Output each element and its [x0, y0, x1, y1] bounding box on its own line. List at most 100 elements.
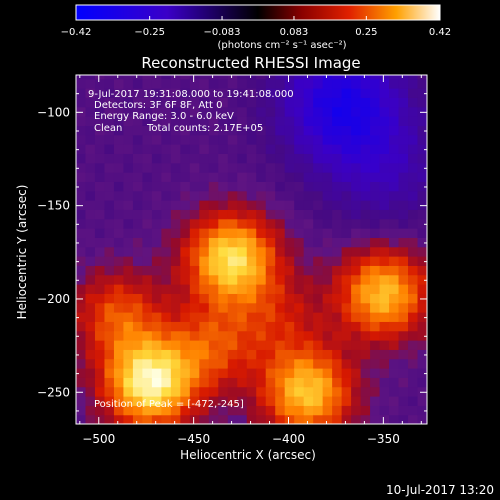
heatmap-cell	[389, 190, 400, 201]
heatmap-cell	[85, 368, 96, 378]
heatmap-cell	[132, 75, 144, 80]
heatmap-cell	[256, 125, 267, 136]
heatmap-cell	[85, 321, 96, 332]
heatmap-cell	[284, 228, 295, 238]
heatmap-cell	[341, 321, 352, 332]
heatmap-cell	[161, 340, 172, 350]
heatmap-cell	[284, 377, 295, 388]
heatmap-cell	[370, 134, 381, 145]
heatmap-cell	[341, 228, 352, 238]
heatmap-cell	[170, 190, 181, 201]
heatmap-cell	[408, 396, 419, 406]
heatmap-cell	[313, 125, 324, 136]
heatmap-cell	[227, 246, 238, 257]
heatmap-cell	[189, 284, 200, 294]
heatmap-cell	[199, 405, 210, 416]
heatmap-cell	[332, 134, 343, 145]
heatmap-cell	[170, 256, 181, 266]
heatmap-cell	[265, 321, 276, 332]
heatmap-cell	[76, 116, 87, 126]
heatmap-cell	[341, 78, 352, 89]
heatmap-cell	[313, 377, 324, 388]
heatmap-cell	[408, 321, 419, 332]
heatmap-cell	[132, 190, 144, 201]
heatmap-cell	[142, 237, 153, 248]
heatmap-cell	[94, 106, 106, 117]
heatmap-cell	[265, 228, 276, 238]
heatmap-cell	[199, 284, 210, 294]
heatmap-cell	[379, 218, 390, 229]
heatmap-cell	[189, 134, 200, 145]
heatmap-cell	[389, 330, 400, 341]
heatmap-cell	[208, 116, 219, 126]
heatmap-cell	[180, 349, 191, 360]
heatmap-cell	[256, 330, 267, 341]
heatmap-cell	[294, 144, 305, 154]
heatmap-cell	[398, 265, 409, 276]
heatmap-cell	[351, 256, 362, 266]
heatmap-cell	[94, 330, 106, 341]
heatmap-cell	[151, 386, 162, 397]
x-tick-label: −500	[82, 432, 115, 446]
heatmap-cell	[332, 265, 343, 276]
heatmap-cell	[180, 256, 191, 266]
heatmap-cell	[303, 368, 314, 378]
heatmap-cell	[208, 88, 219, 98]
heatmap-cell	[142, 321, 153, 332]
heatmap-cell	[227, 340, 238, 350]
heatmap-cell	[180, 78, 191, 89]
heatmap-cell	[189, 228, 200, 238]
heatmap-cell	[170, 134, 181, 145]
heatmap-cell	[142, 78, 153, 89]
heatmap-cell	[151, 172, 162, 182]
heatmap-cell	[180, 200, 191, 210]
heatmap-cell	[94, 246, 106, 257]
heatmap-cell	[151, 78, 162, 89]
heatmap-cell	[256, 75, 267, 80]
heatmap-cell	[284, 190, 295, 201]
heatmap-cell	[332, 162, 343, 173]
heatmap-cell	[132, 172, 144, 182]
heatmap-cell	[85, 377, 96, 388]
heatmap-cell	[322, 134, 333, 145]
heatmap-cell	[265, 293, 276, 304]
heatmap-cell	[408, 172, 419, 182]
heatmap-cell	[123, 265, 134, 276]
heatmap-cell	[332, 190, 343, 201]
heatmap-cell	[94, 293, 106, 304]
heatmap-cell	[417, 190, 427, 201]
heatmap-cell	[189, 321, 200, 332]
heatmap-cell	[256, 78, 267, 89]
heatmap-cell	[303, 274, 314, 285]
heatmap-cell	[151, 358, 162, 369]
heatmap-cell	[123, 237, 134, 248]
heatmap-cell	[265, 274, 276, 285]
heatmap-cell	[303, 190, 314, 201]
heatmap-cell	[208, 265, 219, 276]
heatmap-cell	[389, 162, 400, 173]
heatmap-cell	[360, 78, 371, 89]
heatmap-cell	[294, 116, 305, 126]
heatmap-cell	[94, 125, 106, 136]
heatmap-cell	[303, 396, 314, 406]
heatmap-cell	[113, 237, 125, 248]
heatmap-cell	[237, 358, 248, 369]
heatmap-cell	[389, 218, 400, 229]
heatmap-cell	[132, 88, 144, 98]
heatmap-cell	[313, 405, 324, 416]
heatmap-cell	[389, 246, 400, 257]
heatmap-cell	[389, 75, 400, 80]
heatmap-cell	[76, 172, 87, 182]
heatmap-cell	[94, 312, 106, 322]
heatmap-cell	[76, 228, 87, 238]
heatmap-cell	[208, 134, 219, 145]
heatmap-cell	[104, 97, 115, 108]
heatmap-cell	[351, 125, 362, 136]
heatmap-cell	[265, 209, 276, 220]
heatmap-cell	[170, 302, 181, 313]
heatmap-cell	[322, 377, 333, 388]
heatmap-cell	[351, 330, 362, 341]
heatmap-cell	[351, 209, 362, 220]
heatmap-cell	[398, 116, 409, 126]
heatmap-cell	[398, 246, 409, 257]
